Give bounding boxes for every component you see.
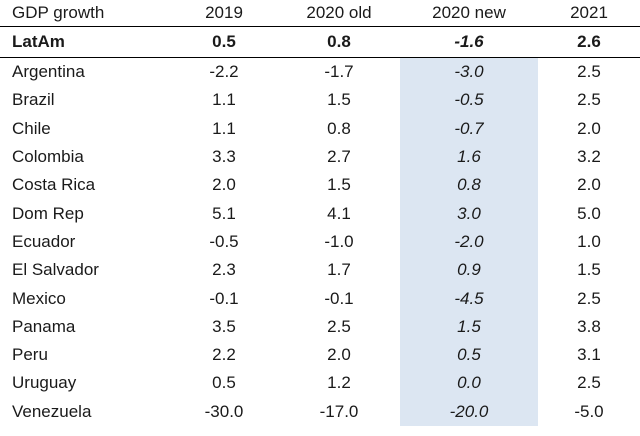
cell-2021: 2.0 [577, 175, 601, 195]
cell-2020-old: -1.0 [324, 231, 354, 251]
cell-2020-old: 2.0 [327, 345, 351, 365]
cell-2019: 2.2 [212, 345, 236, 365]
cell-2019: 0.5 [212, 373, 236, 393]
table-row: Mexico -0.1 -0.1 -4.5 2.5 [0, 284, 640, 313]
cell-2021: 1.5 [577, 260, 601, 280]
row-name: Mexico [12, 288, 66, 308]
table-row: Colombia 3.3 2.7 1.6 3.2 [0, 142, 640, 172]
header-2020-new: 2020 new [400, 0, 538, 27]
header-2020-old: 2020 old [278, 0, 400, 27]
table-row: Costa Rica 2.0 1.5 0.8 2.0 [0, 171, 640, 200]
gdp-growth-table: GDP growth 2019 2020 old 2020 new 2021 L… [0, 0, 640, 426]
row-name: Uruguay [12, 373, 77, 393]
cell-2019: 5.1 [212, 203, 236, 223]
table-row: Argentina -2.2 -1.7 -3.0 2.5 [0, 57, 640, 87]
cell-2019: 1.1 [212, 90, 236, 110]
header-2019: 2019 [170, 0, 278, 27]
cell-2019: -30.0 [204, 401, 244, 421]
total-row-latam: LatAm 0.5 0.8 -1.6 2.6 [0, 26, 640, 58]
row-name: Venezuela [12, 401, 92, 421]
header-row: GDP growth 2019 2020 old 2020 new 2021 [0, 0, 640, 27]
cell-2020-new: 0.9 [400, 256, 538, 285]
table-row: Venezuela -30.0 -17.0 -20.0 -5.0 [0, 397, 640, 426]
cell-2020-old: -1.7 [324, 62, 354, 82]
cell-2020-new: -1.6 [400, 26, 538, 58]
header-gdp-growth: GDP growth [0, 0, 170, 27]
cell-2021: 5.0 [577, 203, 601, 223]
table-row: Uruguay 0.5 1.2 0.0 2.5 [0, 369, 640, 398]
cell-2020-old: 0.8 [327, 118, 351, 138]
cell-2021: 2.5 [577, 373, 601, 393]
row-name: Chile [12, 118, 51, 138]
table-row: El Salvador 2.3 1.7 0.9 1.5 [0, 256, 640, 285]
cell-2019: -0.1 [209, 288, 239, 308]
cell-2021: 1.0 [577, 231, 601, 251]
table-row: Chile 1.1 0.8 -0.7 2.0 [0, 114, 640, 143]
cell-2019: 1.1 [212, 118, 236, 138]
row-name: El Salvador [12, 260, 99, 280]
cell-2019: 2.0 [212, 175, 236, 195]
cell-2020-new: -4.5 [400, 284, 538, 313]
cell-2021: 3.2 [577, 147, 601, 167]
cell-2020-new: -0.7 [400, 114, 538, 143]
cell-2021: 2.0 [577, 118, 601, 138]
table-header: GDP growth 2019 2020 old 2020 new 2021 [0, 0, 640, 27]
cell-2020-old: 1.2 [327, 373, 351, 393]
cell-2019: -2.2 [209, 62, 239, 82]
cell-2020-old: -0.1 [324, 288, 354, 308]
table-body: LatAm 0.5 0.8 -1.6 2.6 Argentina -2.2 -1.7… [0, 26, 640, 426]
row-name: Ecuador [12, 231, 76, 251]
cell-2020-new: 0.8 [400, 171, 538, 200]
table-row: Peru 2.2 2.0 0.5 3.1 [0, 340, 640, 370]
table-row: Dom Rep 5.1 4.1 3.0 5.0 [0, 199, 640, 228]
row-name: LatAm [0, 26, 170, 58]
row-name: Argentina [12, 62, 85, 82]
table-row: Panama 3.5 2.5 1.5 3.8 [0, 312, 640, 341]
cell-2020-old: 0.8 [278, 26, 400, 58]
cell-2020-new: 1.5 [400, 312, 538, 341]
cell-2020-new: -3.0 [400, 57, 538, 87]
cell-2020-new: 0.0 [400, 369, 538, 398]
table-row: Ecuador -0.5 -1.0 -2.0 1.0 [0, 227, 640, 257]
cell-2021: 2.5 [577, 90, 601, 110]
row-name: Dom Rep [12, 203, 84, 223]
cell-2019: 2.3 [212, 260, 236, 280]
row-name: Brazil [12, 90, 55, 110]
header-2021: 2021 [538, 0, 640, 27]
cell-2020-old: 4.1 [327, 203, 351, 223]
cell-2020-new: 0.5 [400, 340, 538, 370]
table-row: Brazil 1.1 1.5 -0.5 2.5 [0, 86, 640, 115]
row-name: Colombia [12, 147, 84, 167]
cell-2021: 3.8 [577, 316, 601, 336]
cell-2021: 2.5 [577, 62, 601, 82]
cell-2020-old: 1.7 [327, 260, 351, 280]
cell-2020-new: -2.0 [400, 227, 538, 257]
cell-2020-new: 1.6 [400, 142, 538, 172]
cell-2020-new: 3.0 [400, 199, 538, 228]
cell-2021: 2.6 [538, 26, 640, 58]
cell-2020-old: 1.5 [327, 90, 351, 110]
cell-2020-old: -17.0 [319, 401, 359, 421]
cell-2020-new: -20.0 [400, 397, 538, 426]
cell-2021: 3.1 [577, 345, 601, 365]
cell-2020-old: 1.5 [327, 175, 351, 195]
row-name: Costa Rica [12, 175, 96, 195]
cell-2019: 0.5 [170, 26, 278, 58]
cell-2019: 3.5 [212, 316, 236, 336]
cell-2020-new: -0.5 [400, 86, 538, 115]
cell-2021: -5.0 [574, 401, 604, 421]
cell-2019: -0.5 [209, 231, 239, 251]
cell-2019: 3.3 [212, 147, 236, 167]
cell-2020-old: 2.7 [327, 147, 351, 167]
row-name: Panama [12, 316, 76, 336]
row-name: Peru [12, 345, 48, 365]
cell-2020-old: 2.5 [327, 316, 351, 336]
cell-2021: 2.5 [577, 288, 601, 308]
